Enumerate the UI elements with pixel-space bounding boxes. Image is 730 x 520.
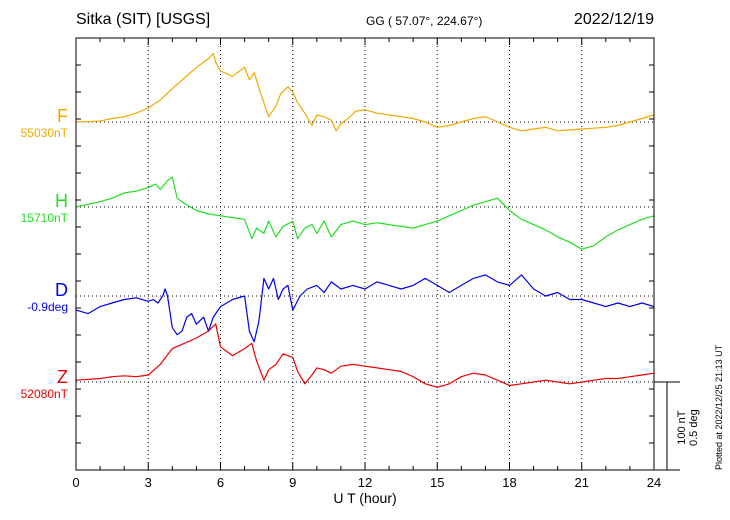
scale-nt: 100 nT xyxy=(676,410,688,445)
scale-deg: 0.5 deg xyxy=(688,409,700,446)
component-name-h: H xyxy=(55,191,68,211)
x-tick-label: 24 xyxy=(647,475,661,490)
trace-h xyxy=(75,176,655,250)
traces xyxy=(75,52,655,388)
axis-ticks: 0 3 6 9 12 15 18 21 24 xyxy=(72,37,661,490)
x-tick-label: 6 xyxy=(217,475,224,490)
trace-d xyxy=(75,274,655,343)
component-baseline-z: 52080nT xyxy=(20,387,68,401)
trace-z xyxy=(75,323,655,388)
x-axis-label: U T (hour) xyxy=(333,490,397,506)
baseline-lines xyxy=(76,121,654,383)
plot-date: 2022/12/19 xyxy=(573,11,654,28)
trace-f xyxy=(75,52,655,132)
grid-lines xyxy=(147,38,583,470)
x-tick-label: 0 xyxy=(72,475,79,490)
component-label-d: D -0.9deg xyxy=(27,280,68,314)
x-tick-label: 12 xyxy=(358,475,372,490)
station-title: Sitka (SIT) [USGS] xyxy=(76,11,211,28)
geographic-coordinates: GG ( 57.07°, 224.67°) xyxy=(366,14,483,28)
x-tick-label: 3 xyxy=(145,475,152,490)
plotted-timestamp: Plotted at 2022/12/25 21:13 UT xyxy=(714,344,724,470)
x-tick-label: 9 xyxy=(289,475,296,490)
plot-frame xyxy=(75,37,655,471)
component-label-z: Z 52080nT xyxy=(21,367,68,401)
scale-bar xyxy=(654,381,680,471)
component-name-d: D xyxy=(55,280,68,300)
component-name-f: F xyxy=(57,106,68,126)
component-baseline-d: -0.9deg xyxy=(27,300,68,314)
component-baseline-h: 15710nT xyxy=(20,211,68,225)
component-label-h: H 15710nT xyxy=(21,191,68,225)
component-name-z: Z xyxy=(57,367,68,387)
x-tick-label: 18 xyxy=(502,475,516,490)
x-tick-label: 15 xyxy=(430,475,444,490)
x-tick-label: 21 xyxy=(575,475,589,490)
component-baseline-f: 55030nT xyxy=(20,126,68,140)
component-label-f: F 55030nT xyxy=(21,106,68,140)
scale-bar-label: 100 nT 0.5 deg xyxy=(676,409,700,446)
